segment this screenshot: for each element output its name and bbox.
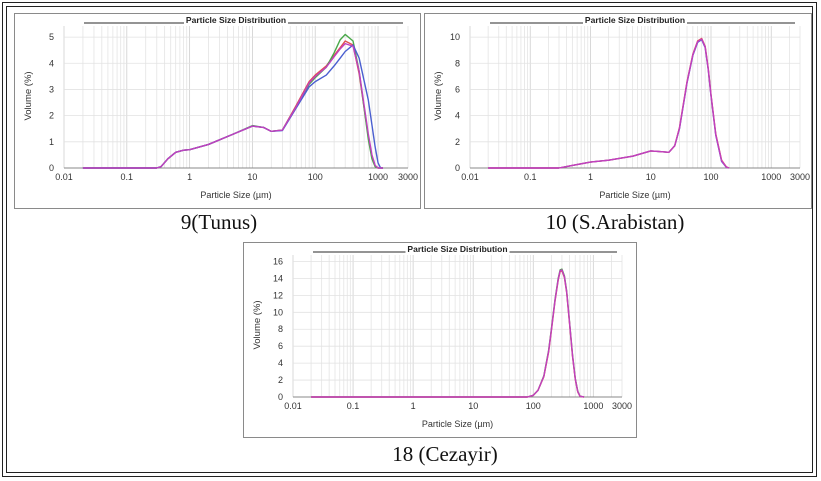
x-tick-label: 0.1 <box>524 172 537 182</box>
y-tick-label: 1 <box>49 137 54 147</box>
y-axis-label: Volume (%) <box>252 300 263 349</box>
chart-3-caption: 18 (Cezayir) <box>392 442 498 466</box>
y-tick-label: 0 <box>49 163 54 173</box>
chart-2-svg: Particle Size Distribution 0 2 4 6 8 10 0.01 0.1… <box>433 15 810 200</box>
x-tick-label: 0.01 <box>55 172 73 182</box>
x-tick-label: 3000 <box>612 401 632 411</box>
chart-title: Particle Size Distribution <box>186 15 286 25</box>
figure-inner-border <box>6 6 813 473</box>
y-tick-label: 10 <box>273 307 283 317</box>
title-background <box>184 15 288 25</box>
series-line-2 <box>82 33 384 169</box>
y-tick-label: 5 <box>49 32 54 42</box>
chart-panel-1: Particle Size Distribution 0 1 2 3 4 5 0.01 0.1 1… <box>14 13 421 209</box>
y-tick-label: 0 <box>278 392 283 402</box>
y-tick-label: 6 <box>455 84 460 94</box>
y-tick-label: 16 <box>273 256 283 266</box>
y-tick-label: 8 <box>455 58 460 68</box>
chart-panel-3: Particle Size Distribution 0 2 4 6 8 10 12 14 16 0… <box>243 242 637 438</box>
x-axis-label: Particle Size (µm) <box>200 190 271 200</box>
x-tick-label: 10 <box>468 401 478 411</box>
x-tick-label: 100 <box>703 172 718 182</box>
y-tick-label: 3 <box>49 84 54 94</box>
y-tick-label: 2 <box>278 375 283 385</box>
x-axis-label: Particle Size (µm) <box>422 419 493 429</box>
y-tick-label: 2 <box>49 111 54 121</box>
x-tick-label: 10 <box>646 172 656 182</box>
series-line-3 <box>311 269 585 398</box>
series-line-3 <box>488 38 730 169</box>
x-tick-label: 0.1 <box>121 172 134 182</box>
x-tick-label: 1 <box>187 172 192 182</box>
y-tick-label: 4 <box>49 58 54 68</box>
y-tick-label: 4 <box>278 358 283 368</box>
x-tick-label: 100 <box>308 172 323 182</box>
x-tick-label: 0.01 <box>284 401 302 411</box>
chart-2-caption: 10 (S.Arabistan) <box>545 210 685 234</box>
x-tick-label: 1 <box>411 401 416 411</box>
y-tick-label: 10 <box>450 32 460 42</box>
chart-title: Particle Size Distribution <box>407 244 507 254</box>
y-tick-label: 4 <box>455 111 460 121</box>
title-background <box>583 15 687 25</box>
chart-title: Particle Size Distribution <box>585 15 685 25</box>
y-tick-label: 8 <box>278 324 283 334</box>
chart-1-svg: Particle Size Distribution 0 1 2 3 4 5 0.01 0.1 1… <box>23 15 418 200</box>
x-tick-label: 1000 <box>761 172 781 182</box>
y-tick-label: 0 <box>455 163 460 173</box>
x-tick-label: 1 <box>588 172 593 182</box>
y-tick-label: 12 <box>273 290 283 300</box>
x-tick-label: 1000 <box>368 172 388 182</box>
chart-1-caption: 9(Tunus) <box>180 210 258 234</box>
x-tick-label: 100 <box>526 401 541 411</box>
x-tick-label: 1000 <box>583 401 603 411</box>
y-axis-label: Volume (%) <box>23 71 34 120</box>
y-tick-label: 14 <box>273 273 283 283</box>
x-axis-label: Particle Size (µm) <box>599 190 670 200</box>
x-tick-label: 0.01 <box>461 172 479 182</box>
y-tick-label: 2 <box>455 137 460 147</box>
chart-panel-2: Particle Size Distribution 0 2 4 6 8 10 0.01 0.1… <box>424 13 812 209</box>
series-line-4 <box>82 42 384 169</box>
x-tick-label: 3000 <box>790 172 810 182</box>
x-tick-label: 0.1 <box>347 401 360 411</box>
y-axis-label: Volume (%) <box>433 71 444 120</box>
y-tick-label: 6 <box>278 341 283 351</box>
title-background <box>405 244 510 254</box>
x-tick-label: 10 <box>247 172 257 182</box>
chart-3-svg: Particle Size Distribution 0 2 4 6 8 10 12 14 16 0… <box>252 244 632 429</box>
x-tick-label: 3000 <box>398 172 418 182</box>
